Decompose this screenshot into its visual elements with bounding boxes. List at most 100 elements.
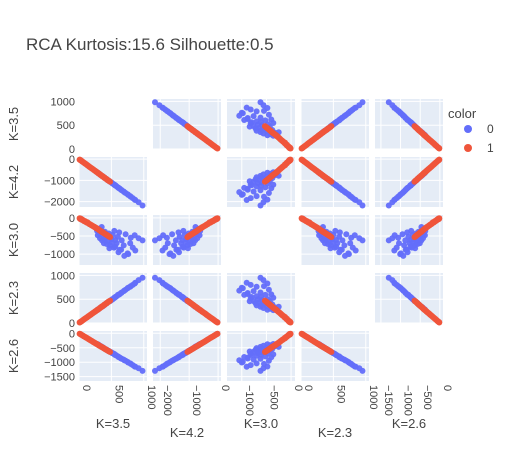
point-0-4[interactable] (164, 240, 171, 247)
point-1-53[interactable] (412, 298, 419, 305)
point-0-41[interactable] (391, 232, 398, 239)
point-0-41[interactable] (351, 105, 358, 111)
point-0-43[interactable] (270, 294, 277, 301)
point-0-41[interactable] (264, 196, 271, 203)
point-0-36[interactable] (330, 239, 337, 246)
point-0-38[interactable] (258, 174, 265, 181)
point-1-53[interactable] (105, 348, 112, 355)
point-0-42[interactable] (404, 116, 411, 123)
point-0-33[interactable] (244, 186, 251, 193)
point-0-4[interactable] (253, 283, 260, 290)
point-0-7[interactable] (250, 113, 257, 120)
point-0-7[interactable] (250, 188, 257, 195)
point-0-41[interactable] (160, 363, 167, 370)
point-1-55[interactable] (299, 330, 305, 337)
point-0-42[interactable] (116, 229, 123, 236)
point-0-42[interactable] (175, 291, 182, 298)
point-0-41[interactable] (391, 196, 398, 203)
point-0-6[interactable] (265, 286, 272, 293)
point-0-41[interactable] (131, 232, 138, 239)
point-1-53[interactable] (263, 124, 270, 131)
point-0-1[interactable] (260, 277, 267, 284)
point-0-3[interactable] (247, 362, 254, 369)
point-0-42[interactable] (116, 185, 123, 192)
point-0-41[interactable] (351, 232, 358, 239)
point-0-33[interactable] (338, 246, 345, 253)
point-0-42[interactable] (175, 229, 182, 236)
point-1-55[interactable] (214, 319, 221, 326)
point-0-43[interactable] (180, 227, 187, 234)
point-0-35[interactable] (106, 245, 113, 252)
point-0-43[interactable] (332, 227, 339, 234)
point-1-55[interactable] (299, 215, 305, 222)
point-0-0[interactable] (152, 367, 158, 374)
point-1-55[interactable] (436, 145, 443, 152)
point-0-35[interactable] (246, 348, 253, 355)
point-0-35[interactable] (246, 123, 253, 130)
point-0-37[interactable] (324, 241, 331, 247)
point-1-53[interactable] (185, 233, 192, 240)
point-0-28[interactable] (264, 169, 271, 176)
point-0-6[interactable] (399, 231, 406, 238)
point-0-8[interactable] (257, 187, 264, 194)
point-0-31[interactable] (125, 251, 132, 258)
point-1-55[interactable] (77, 156, 83, 163)
point-0-43[interactable] (270, 181, 277, 188)
point-0-34[interactable] (407, 243, 414, 250)
point-0-43[interactable] (408, 227, 415, 234)
point-0-41[interactable] (351, 363, 358, 370)
point-1-55[interactable] (436, 156, 443, 163)
point-0-36[interactable] (182, 239, 189, 246)
point-0-43[interactable] (270, 351, 277, 358)
point-1-55[interactable] (436, 215, 443, 222)
legend-item-1[interactable]: 1 (464, 141, 494, 155)
point-0-6[interactable] (265, 111, 272, 118)
point-0-38[interactable] (258, 301, 265, 308)
point-0-7[interactable] (250, 288, 257, 295)
point-0-41[interactable] (264, 280, 271, 287)
point-0-41[interactable] (264, 363, 271, 370)
point-0-4[interactable] (347, 240, 354, 247)
point-0-4[interactable] (396, 240, 402, 247)
point-1-55[interactable] (214, 330, 221, 337)
point-0-42[interactable] (336, 229, 343, 236)
point-1-55[interactable] (286, 319, 293, 326)
point-0-34[interactable] (179, 243, 186, 250)
point-1-53[interactable] (185, 298, 192, 305)
point-0-41[interactable] (131, 363, 138, 370)
point-0-31[interactable] (238, 359, 245, 366)
point-1-53[interactable] (327, 124, 334, 131)
point-0-37[interactable] (252, 176, 259, 183)
point-0-37[interactable] (252, 125, 259, 132)
point-1-53[interactable] (412, 177, 419, 184)
point-1-53[interactable] (327, 233, 334, 240)
point-0-8[interactable] (118, 237, 125, 244)
point-1-55[interactable] (286, 330, 293, 337)
point-0-7[interactable] (171, 242, 178, 249)
point-0-41[interactable] (131, 280, 138, 287)
point-0-33[interactable] (244, 115, 251, 121)
point-0-3[interactable] (349, 244, 356, 251)
point-0-35[interactable] (246, 178, 253, 185)
point-0-1[interactable] (356, 235, 363, 242)
point-0-31[interactable] (238, 284, 245, 291)
point-0-36[interactable] (109, 239, 115, 246)
point-0-43[interactable] (270, 120, 277, 126)
point-0-37[interactable] (252, 300, 259, 307)
point-0-7[interactable] (341, 242, 348, 249)
point-0-43[interactable] (111, 227, 118, 234)
point-0-35[interactable] (327, 245, 334, 252)
point-0-38[interactable] (322, 236, 329, 243)
point-0-4[interactable] (253, 108, 260, 115)
point-0-33[interactable] (244, 290, 251, 296)
point-1-53[interactable] (105, 177, 112, 184)
point-0-33[interactable] (402, 246, 409, 253)
point-0-42[interactable] (336, 116, 343, 123)
point-1-55[interactable] (214, 145, 221, 152)
point-0-7[interactable] (120, 242, 127, 249)
point-0-31[interactable] (397, 251, 404, 258)
point-0-6[interactable] (343, 231, 350, 238)
point-0-38[interactable] (258, 127, 265, 134)
point-0-31[interactable] (238, 191, 245, 198)
point-0-3[interactable] (247, 106, 254, 113)
